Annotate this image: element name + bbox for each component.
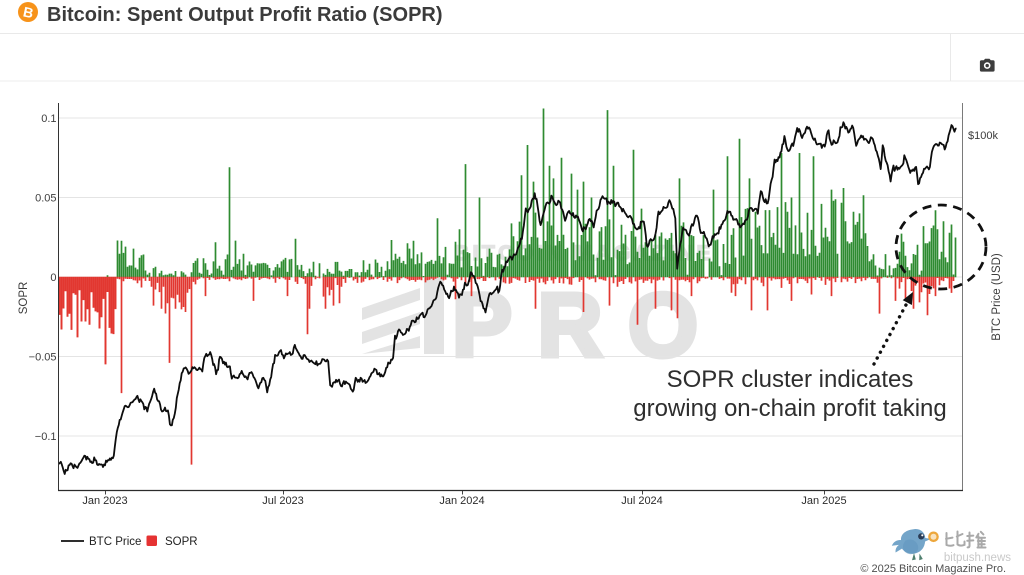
svg-text:Jan 2023: Jan 2023 — [82, 495, 127, 507]
svg-text:BTC Price: BTC Price — [89, 536, 141, 548]
svg-text:B: B — [22, 3, 35, 21]
svg-text:BTC Price (USD): BTC Price (USD) — [991, 253, 1003, 341]
svg-text:−0.1: −0.1 — [35, 431, 57, 443]
svg-text:0.1: 0.1 — [41, 113, 56, 125]
svg-text:0: 0 — [50, 272, 56, 284]
svg-text:Jul 2023: Jul 2023 — [262, 495, 304, 507]
svg-text:growing on-chain profit taking: growing on-chain profit taking — [633, 395, 947, 422]
svg-text:SOPR: SOPR — [18, 282, 30, 315]
svg-text:$100k: $100k — [968, 130, 998, 142]
svg-text:Jan 2024: Jan 2024 — [439, 495, 484, 507]
svg-text:bitpush.news: bitpush.news — [944, 552, 1011, 564]
svg-text:Bitcoin: Spent Output Profit R: Bitcoin: Spent Output Profit Ratio (SOPR… — [47, 4, 443, 26]
svg-text:SOPR: SOPR — [165, 536, 198, 548]
svg-text:PRO: PRO — [452, 276, 724, 376]
svg-text:Jul 2024: Jul 2024 — [621, 495, 663, 507]
svg-text:© 2025 Bitcoin Magazine Pro.: © 2025 Bitcoin Magazine Pro. — [860, 563, 1006, 575]
svg-text:SOPR cluster indicates: SOPR cluster indicates — [667, 366, 914, 393]
svg-text:Jan 2025: Jan 2025 — [801, 495, 846, 507]
svg-text:0.05: 0.05 — [35, 193, 56, 205]
svg-text:−0.05: −0.05 — [29, 352, 57, 364]
